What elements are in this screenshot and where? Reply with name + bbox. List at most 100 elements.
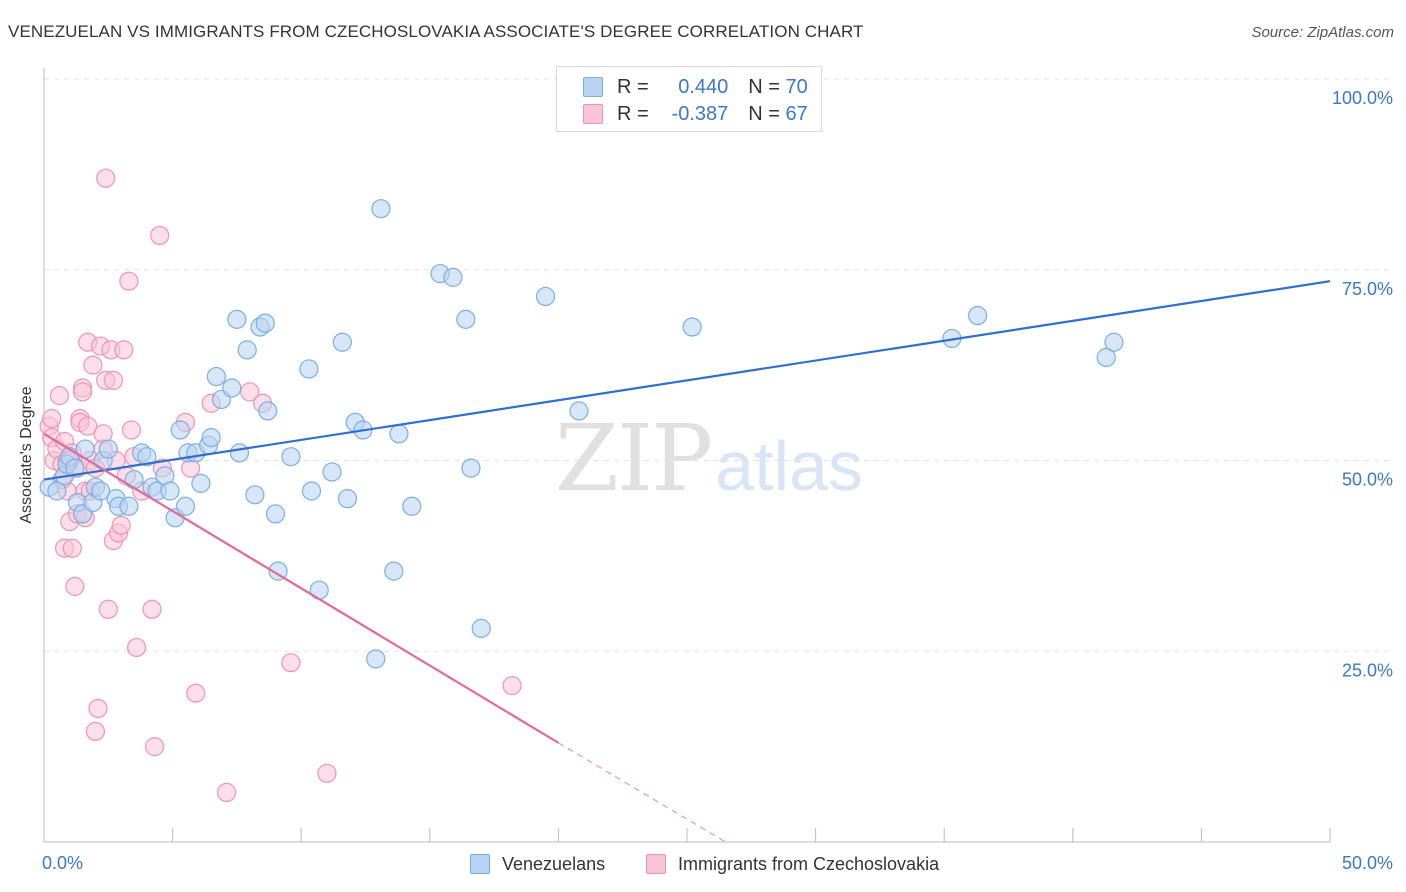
venezuelans-point	[299, 359, 319, 379]
czechoslovakia-point	[72, 382, 93, 402]
venezuelans-point	[535, 286, 556, 307]
venezuelans-point	[255, 313, 275, 333]
venezuelans-point	[227, 309, 247, 329]
legend-item-venezuelans[interactable]: Venezuelans	[470, 852, 605, 876]
venezuelans-point	[170, 420, 190, 440]
czechoslovakia-point	[65, 576, 85, 596]
czechoslovakia-trend-extension	[558, 742, 726, 843]
series-czechoslovakia-points	[39, 168, 522, 803]
czechoslovakia-point	[144, 737, 165, 757]
y-tick-label: 50.0%	[1342, 470, 1393, 490]
n-label: N =	[748, 102, 780, 125]
venezuelans-point	[384, 561, 404, 581]
venezuelans-point	[229, 443, 250, 463]
venezuelans-point	[366, 649, 386, 669]
venezuelans-point	[124, 469, 144, 490]
venezuelans-point	[237, 340, 257, 360]
r-value: 0.440	[678, 75, 729, 98]
czechoslovakia-point	[111, 515, 131, 535]
axes	[43, 68, 1331, 843]
venezuelans-point	[461, 458, 481, 478]
n-value: 70	[785, 75, 808, 98]
y-tick-label: 25.0%	[1342, 660, 1393, 680]
czechoslovakia-point	[121, 420, 142, 440]
y-tick-label: 100.0%	[1332, 88, 1393, 108]
czechoslovakia-point	[281, 653, 301, 673]
czechoslovakia-point	[88, 698, 108, 719]
czechoslovakia-point	[119, 271, 139, 291]
czechoslovakia-point	[217, 782, 237, 803]
czechoslovakia-point	[62, 538, 82, 558]
venezuelans-point	[265, 504, 286, 524]
legend-label: Venezuelans	[502, 853, 606, 874]
x-tick-label: 50.0%	[1342, 853, 1393, 873]
pink-swatch	[646, 854, 666, 874]
czechoslovakia-point	[114, 340, 134, 360]
tick-labels: 100.0% 75.0% 50.0% 25.0% 0.0% 50.0%	[42, 88, 1393, 873]
venezuelans-point	[968, 305, 988, 326]
x-tick-label: 0.0%	[42, 853, 83, 873]
venezuelans-point	[456, 309, 476, 329]
venezuelans-point	[268, 561, 288, 581]
venezuelans-point	[337, 489, 358, 509]
venezuelans-point	[281, 447, 301, 467]
n-label: N =	[748, 75, 780, 98]
venezuelans-point	[569, 401, 589, 421]
czechoslovakia-point	[150, 225, 170, 246]
venezuelans-point	[119, 496, 139, 516]
stats-legend: R = 0.440 N = 70 R = -0.387 N = 67	[556, 66, 822, 132]
stats-legend-row-czechoslovakia: R = -0.387 N = 67	[583, 102, 808, 126]
stats-legend-row-venezuelans: R = 0.440 N = 70	[583, 75, 808, 99]
venezuelans-point	[206, 366, 226, 387]
czechoslovakia-point	[85, 721, 106, 741]
venezuelans-point	[47, 481, 67, 501]
czechoslovakia-point	[96, 168, 116, 188]
grid-lines	[44, 78, 1392, 652]
czechoslovakia-point	[42, 408, 62, 429]
venezuelans-point	[137, 447, 157, 467]
blue-swatch	[470, 854, 490, 874]
venezuelans-point	[1104, 332, 1124, 352]
legend-label: Immigrants from Czechoslovakia	[678, 853, 940, 874]
venezuelans-point	[222, 378, 242, 398]
venezuelans-point	[175, 496, 196, 516]
chart-title: VENEZUELAN VS IMMIGRANTS FROM CZECHOSLOV…	[8, 22, 864, 41]
venezuelans-point	[90, 481, 111, 501]
r-label: R =	[617, 102, 649, 125]
source-credit: Source: ZipAtlas.com	[1251, 24, 1394, 41]
venezuelans-point	[371, 199, 391, 219]
r-value: -0.387	[671, 102, 729, 125]
venezuelans-point	[443, 267, 463, 287]
pink-swatch	[583, 104, 603, 124]
venezuelans-point	[191, 473, 211, 493]
blue-swatch	[583, 77, 603, 97]
czechoslovakia-point	[186, 683, 206, 703]
venezuelans-point	[160, 481, 180, 501]
czechoslovakia-point	[98, 599, 118, 619]
venezuelans-point	[402, 496, 422, 516]
venezuelans-point	[65, 458, 85, 478]
venezuelans-point	[245, 485, 265, 505]
czechoslovakia-trend-line	[43, 432, 559, 744]
y-tick-label: 75.0%	[1342, 279, 1393, 299]
venezuelans-point	[471, 618, 491, 638]
trend-lines	[43, 280, 1331, 843]
czechoslovakia-point	[103, 370, 124, 390]
czechoslovakia-point	[83, 355, 103, 375]
venezuelans-point	[201, 428, 221, 448]
czechoslovakia-point	[502, 675, 522, 696]
czechoslovakia-point	[317, 763, 337, 783]
venezuelans-point	[682, 317, 702, 337]
czechoslovakia-point	[126, 637, 147, 658]
series-venezuelans-points	[39, 199, 1124, 669]
czechoslovakia-point	[78, 416, 98, 436]
venezuelans-point	[389, 424, 409, 444]
venezuelans-trend-line	[43, 280, 1331, 481]
czechoslovakia-point	[142, 599, 162, 619]
venezuelans-point	[322, 462, 342, 482]
venezuelans-point	[301, 481, 322, 501]
r-label: R =	[617, 75, 649, 98]
venezuelans-point	[98, 439, 118, 459]
legend-item-czechoslovakia[interactable]: Immigrants from Czechoslovakia	[646, 852, 939, 876]
